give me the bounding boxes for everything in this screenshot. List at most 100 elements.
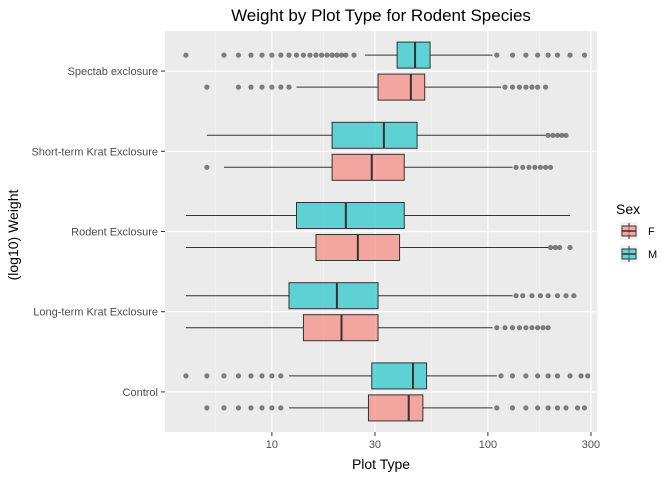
outlier-point (545, 293, 551, 299)
outlier-point (520, 164, 526, 170)
outlier-point (554, 132, 561, 138)
outlier-point (269, 373, 275, 379)
y-axis-title: (log10) Weight (5, 190, 21, 281)
outlier-point (545, 325, 551, 331)
box-M-3 (185, 282, 577, 310)
outlier-point (221, 52, 227, 58)
outlier-point (278, 373, 284, 379)
outlier-point (542, 164, 549, 170)
x-axis-title: Plot Type (352, 456, 410, 472)
box-F-3 (185, 314, 551, 342)
outlier-point (535, 52, 541, 58)
box-F-4 (204, 394, 588, 422)
outlier-point (547, 164, 554, 170)
iqr-box (367, 394, 424, 422)
outlier-point (523, 373, 529, 379)
outlier-point (498, 373, 504, 379)
outlier-point (509, 405, 516, 411)
outlier-point (494, 52, 500, 58)
outlier-point (343, 52, 349, 58)
legend-label-F: F (648, 226, 655, 238)
legend: Sex FM (616, 201, 657, 263)
iqr-box (377, 73, 426, 101)
outlier-point (319, 52, 325, 58)
outlier-point (278, 52, 284, 58)
x-tick-label: 30 (369, 439, 381, 451)
outlier-point (334, 52, 340, 58)
outlier-point (563, 293, 569, 299)
outlier-point (567, 244, 573, 251)
outlier-point (547, 244, 554, 251)
outlier-point (563, 405, 569, 411)
iqr-box (331, 121, 418, 149)
outlier-point (183, 373, 189, 379)
chart-title: Weight by Plot Type for Rodent Species (231, 6, 531, 25)
outlier-point (221, 373, 227, 379)
outlier-point (513, 164, 519, 170)
outlier-point (585, 373, 591, 379)
outlier-point (567, 52, 573, 58)
outlier-point (581, 405, 588, 411)
outlier-point (523, 84, 529, 90)
x-tick-label: 10 (266, 439, 278, 451)
outlier-point (235, 373, 242, 379)
outlier-point (545, 405, 551, 411)
outlier-point (537, 293, 543, 299)
outlier-point (259, 405, 265, 411)
outlier-point (248, 84, 254, 90)
outlier-point (300, 52, 307, 58)
outlier-point (313, 52, 319, 58)
outlier-point (516, 325, 523, 331)
outlier-point (567, 373, 573, 379)
outlier-point (204, 373, 210, 379)
outlier-point (221, 405, 227, 411)
outlier-point (494, 325, 500, 331)
outlier-point (535, 325, 541, 331)
outlier-point (269, 52, 275, 58)
outlier-point (554, 405, 561, 411)
plot-panel: 10 30 100 300 Spectab exclosure Short-term Kr… (31, 31, 600, 451)
outlier-point (554, 293, 561, 299)
outlier-point (324, 52, 330, 58)
outlier-point (248, 373, 254, 379)
outlier-point (509, 373, 516, 379)
outlier-point (351, 52, 357, 58)
outlier-point (259, 373, 265, 379)
outlier-point (529, 325, 535, 331)
outlier-point (235, 405, 242, 411)
outlier-point (535, 405, 541, 411)
outlier-point (537, 164, 543, 170)
outlier-point (545, 52, 551, 58)
outlier-point (529, 84, 535, 90)
y-tick-label: Control (123, 387, 158, 399)
outlier-point (578, 373, 584, 379)
legend-key-F (620, 222, 638, 240)
outlier-point (269, 405, 275, 411)
outlier-point (259, 84, 265, 90)
outlier-point (235, 52, 242, 58)
outlier-point (535, 373, 541, 379)
outlier-point (554, 373, 561, 379)
iqr-box (331, 153, 405, 181)
outlier-point (557, 244, 563, 251)
outlier-point (523, 325, 529, 331)
y-tick-label: Rodent Exclosure (71, 227, 158, 239)
outlier-point (523, 52, 529, 58)
x-tick-label: 100 (479, 439, 497, 451)
outlier-point (540, 325, 546, 331)
y-tick-label: Spectab exclosure (68, 66, 159, 78)
outlier-point (526, 164, 532, 170)
outlier-point (502, 84, 508, 90)
outlier-point (550, 132, 556, 138)
outlier-point (523, 405, 529, 411)
outlier-point (563, 132, 569, 138)
outlier-point (509, 84, 516, 90)
iqr-box (371, 362, 428, 390)
x-tick-label: 300 (582, 439, 600, 451)
outlier-point (183, 52, 189, 58)
box-M-0 (183, 41, 588, 69)
outlier-point (494, 405, 500, 411)
outlier-point (248, 405, 254, 411)
outlier-point (204, 164, 210, 170)
